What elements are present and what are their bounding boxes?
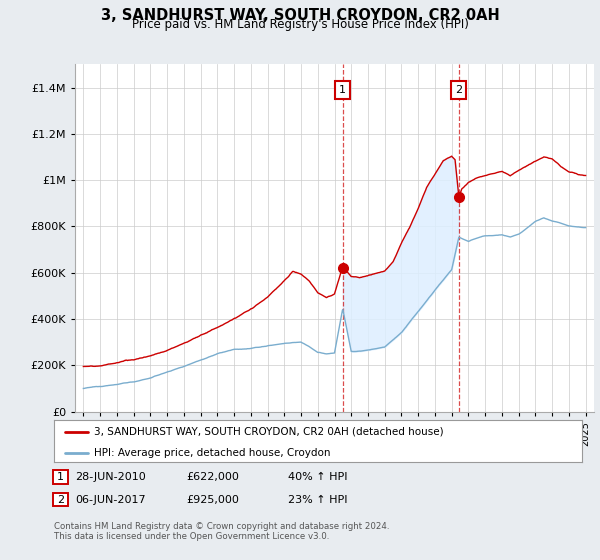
Text: 28-JUN-2010: 28-JUN-2010	[75, 472, 146, 482]
Text: 3, SANDHURST WAY, SOUTH CROYDON, CR2 0AH: 3, SANDHURST WAY, SOUTH CROYDON, CR2 0AH	[101, 8, 499, 24]
Text: Contains HM Land Registry data © Crown copyright and database right 2024.
This d: Contains HM Land Registry data © Crown c…	[54, 522, 389, 542]
Text: 2: 2	[57, 494, 64, 505]
Text: 1: 1	[57, 472, 64, 482]
Text: 40% ↑ HPI: 40% ↑ HPI	[288, 472, 347, 482]
Text: 06-JUN-2017: 06-JUN-2017	[75, 494, 146, 505]
Text: HPI: Average price, detached house, Croydon: HPI: Average price, detached house, Croy…	[94, 448, 330, 458]
Text: 23% ↑ HPI: 23% ↑ HPI	[288, 494, 347, 505]
Text: 1: 1	[339, 85, 346, 95]
Text: 3, SANDHURST WAY, SOUTH CROYDON, CR2 0AH (detached house): 3, SANDHURST WAY, SOUTH CROYDON, CR2 0AH…	[94, 427, 443, 437]
Text: £925,000: £925,000	[186, 494, 239, 505]
Text: £622,000: £622,000	[186, 472, 239, 482]
Text: 2: 2	[455, 85, 463, 95]
Text: Price paid vs. HM Land Registry's House Price Index (HPI): Price paid vs. HM Land Registry's House …	[131, 18, 469, 31]
